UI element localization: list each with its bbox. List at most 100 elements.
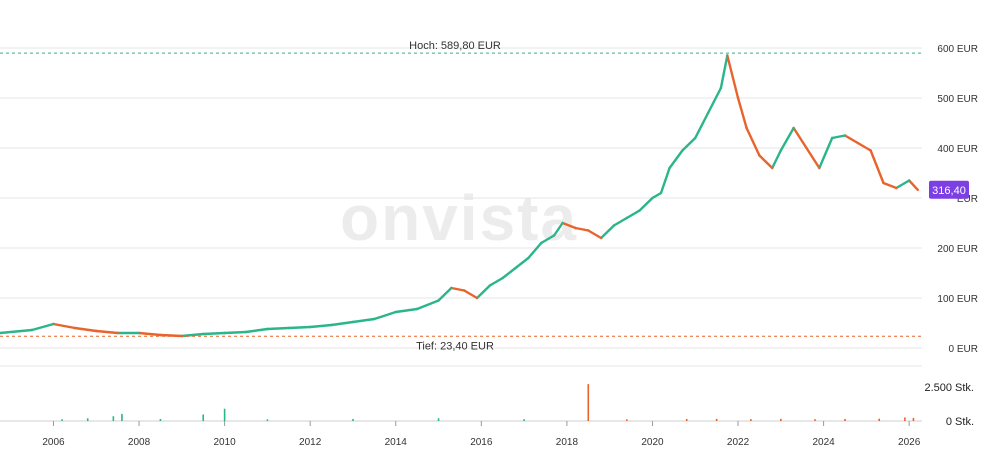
price-point-11 <box>244 330 248 334</box>
price-segment-2 <box>52 322 77 330</box>
price-segment-26 <box>514 256 530 270</box>
price-point-13 <box>287 326 290 330</box>
price-segment-3 <box>73 326 98 333</box>
price-segment-22 <box>463 289 479 300</box>
price-segment-24 <box>488 276 504 287</box>
volume-bar-18 <box>844 418 846 421</box>
price-segment-52 <box>818 136 834 170</box>
x-tick-label-10: 2026 <box>898 437 921 448</box>
price-segment-41 <box>694 111 710 140</box>
price-point-58 <box>895 186 898 190</box>
price-segment-18 <box>394 307 419 314</box>
volume-bar-19 <box>878 418 881 421</box>
price-segment-51 <box>805 146 821 170</box>
price-segment-58 <box>895 179 911 190</box>
price-segment-15 <box>330 320 355 327</box>
price-segment-8 <box>180 332 205 338</box>
price-segment-17 <box>373 310 397 321</box>
price-point-37 <box>651 196 654 200</box>
x-tick-label-0: 2006 <box>42 437 65 448</box>
volume-bar-4 <box>159 418 162 421</box>
price-point-30 <box>561 221 564 225</box>
volume-bar-5 <box>202 414 205 421</box>
price-point-21 <box>450 286 453 290</box>
price-segment-42 <box>706 86 723 115</box>
price-point-25 <box>501 276 504 280</box>
price-segment-11 <box>244 327 269 334</box>
price-point-6 <box>137 331 141 335</box>
price-point-7 <box>159 333 162 337</box>
price-point-4 <box>95 329 98 333</box>
price-point-32 <box>587 229 590 232</box>
price-point-15 <box>330 323 333 327</box>
price-segment-27 <box>527 241 543 260</box>
x-tick-label-4: 2014 <box>385 437 408 448</box>
price-point-29 <box>552 234 556 237</box>
price-segment-44 <box>726 54 740 100</box>
price-segment-32 <box>587 229 603 240</box>
price-point-48 <box>771 166 774 170</box>
price-segment-16 <box>351 317 376 324</box>
price-point-20 <box>437 299 440 302</box>
price-point-44 <box>726 54 729 57</box>
price-segment-53 <box>830 134 847 140</box>
volume-bar-6 <box>223 408 226 421</box>
price-segment-33 <box>599 224 616 240</box>
price-point-34 <box>612 224 616 227</box>
last-price-label: 316,40 <box>932 185 966 197</box>
price-segment-14 <box>308 323 333 329</box>
x-tick-label-9: 2024 <box>812 437 835 448</box>
price-segment-59 <box>907 179 919 192</box>
price-point-47 <box>758 154 761 157</box>
price-point-0 <box>0 331 2 335</box>
volume-bar-1 <box>86 418 89 421</box>
price-segment-9 <box>202 331 226 336</box>
volume-bar-2 <box>112 416 115 421</box>
volume-bar-13 <box>685 418 688 421</box>
x-tick-label-2: 2010 <box>213 437 236 448</box>
price-segment-38 <box>659 166 671 195</box>
volume-bar-12 <box>625 419 628 421</box>
volume-tick-label-1: 0 Stk. <box>946 416 974 428</box>
volume-bar-11 <box>587 384 590 421</box>
price-point-56 <box>869 149 872 152</box>
price-point-43 <box>719 86 723 90</box>
price-segment-28 <box>540 234 556 245</box>
price-segment-19 <box>415 299 440 311</box>
x-tick-label-5: 2016 <box>470 437 493 448</box>
price-point-39 <box>668 166 671 170</box>
y-tick-label-3: EUR <box>957 194 978 205</box>
volume-bar-10 <box>523 419 525 421</box>
price-segment-40 <box>681 136 697 152</box>
price-segment-6 <box>137 331 162 337</box>
price-segment-13 <box>287 325 312 330</box>
volume-bar-17 <box>814 419 816 421</box>
x-tick-label-1: 2008 <box>128 437 151 448</box>
price-point-45 <box>736 96 740 100</box>
price-point-10 <box>223 331 226 335</box>
price-segment-37 <box>651 191 663 200</box>
y-tick-label-6: 600 EUR <box>937 44 978 55</box>
volume-bar-7 <box>266 419 269 421</box>
price-point-33 <box>599 236 603 240</box>
price-point-22 <box>463 289 466 292</box>
x-tick-label-7: 2020 <box>641 437 664 448</box>
price-segment-4 <box>95 329 119 335</box>
price-point-5 <box>116 331 119 335</box>
price-segment-48 <box>771 149 783 170</box>
price-point-24 <box>488 284 492 287</box>
price-point-55 <box>856 141 860 145</box>
price-segment-1 <box>30 322 55 332</box>
last-price-tag <box>929 180 969 199</box>
y-tick-label-0: 0 EUR <box>949 344 978 355</box>
price-point-59 <box>907 179 911 182</box>
price-segment-49 <box>779 126 795 152</box>
price-point-26 <box>514 266 517 270</box>
price-point-41 <box>694 136 697 140</box>
price-segment-35 <box>625 209 641 220</box>
y-tick-label-1: 100 EUR <box>937 294 978 305</box>
price-segment-55 <box>856 141 872 152</box>
x-tick-label-6: 2018 <box>556 437 579 448</box>
price-segment-0 <box>0 328 34 335</box>
